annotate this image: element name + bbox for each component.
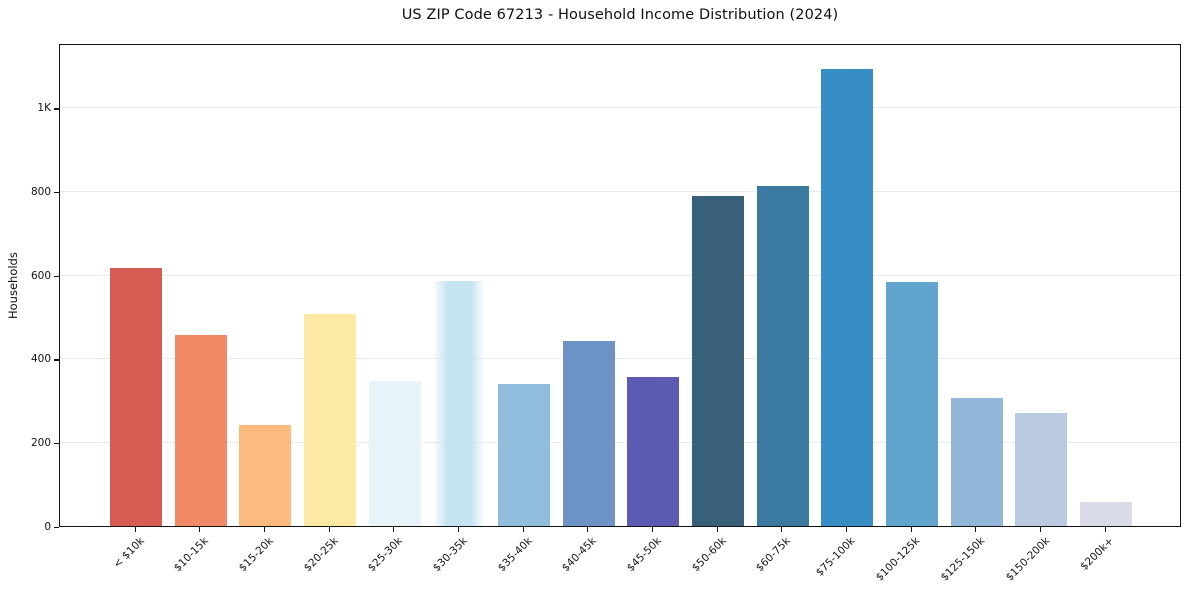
gridline [60,190,1180,192]
y-tick-mark [54,526,59,528]
x-tick-label: $45-50k [624,535,664,575]
y-tick-label: 200 [30,436,51,449]
x-tick-label: $75-100k [814,535,858,579]
x-tick-label: $50-60k [689,535,729,575]
x-tick-mark [910,527,912,532]
gridline [60,441,1180,443]
bar [562,340,615,526]
x-tick-mark [199,527,201,532]
x-tick-mark [263,527,266,532]
bar [174,334,227,526]
x-tick-label: $25-30k [366,535,406,575]
y-tick-label: 400 [30,353,51,366]
x-tick-mark [716,527,718,532]
x-tick-mark [328,527,330,532]
y-tick-mark [54,275,59,277]
bar [1015,413,1068,526]
y-tick-label: 600 [30,269,51,282]
x-tick-label: $35-40k [495,535,535,575]
x-tick-mark [522,527,524,532]
y-tick-mark [54,191,59,194]
x-tick-label: $200k+ [1078,535,1117,573]
bar [304,313,356,526]
bar [627,377,680,526]
x-tick-mark [975,527,977,532]
bar [498,384,550,526]
y-axis-label: Households [6,252,20,319]
x-tick-label: $125-150k [938,535,988,584]
gridline [60,107,1180,109]
x-tick-mark [587,527,589,532]
bar [368,380,421,526]
x-tick-label: $60-75k [754,535,794,575]
bar [110,267,162,526]
bar [821,68,874,526]
bar [950,398,1003,526]
x-tick-mark [134,527,136,532]
x-tick-mark [651,527,654,532]
bar [756,185,809,526]
x-tick-label: $40-45k [560,535,600,575]
x-tick-mark [457,527,460,532]
bar [239,425,292,526]
x-tick-mark [393,527,395,532]
bar [886,281,938,526]
x-tick-label: $30-35k [430,535,470,575]
y-tick-label: 0 [44,520,51,533]
x-tick-label: $15-20k [236,535,276,575]
x-tick-label: $100-125k [873,535,923,584]
gridline [60,274,1180,276]
plot-area [59,44,1181,527]
gridline [60,358,1180,360]
x-tick-mark [845,527,848,532]
bar [1080,501,1132,526]
x-tick-label: < $10k [110,535,147,571]
x-tick-label: $10-15k [172,535,212,575]
y-tick-mark [54,442,59,445]
x-tick-label: $150-200k [1003,535,1052,584]
x-tick-mark [781,527,783,532]
y-tick-mark [54,359,59,361]
x-tick-mark [1104,527,1106,532]
y-tick-mark [54,108,59,110]
x-tick-label: $20-25k [301,535,341,575]
chart-title: US ZIP Code 67213 - Household Income Dis… [401,7,839,23]
bar [433,280,486,526]
x-tick-mark [1039,527,1042,532]
y-tick-label: 800 [30,185,51,198]
bar [692,195,744,526]
y-tick-label: 1K [37,102,51,115]
